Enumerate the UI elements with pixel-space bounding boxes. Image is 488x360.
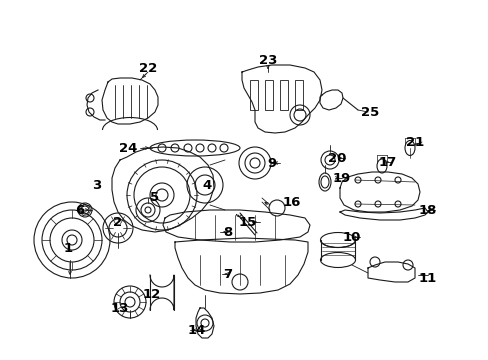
Text: 9: 9: [267, 157, 276, 170]
Text: 20: 20: [327, 152, 346, 165]
Text: 24: 24: [119, 141, 137, 154]
Text: 18: 18: [418, 203, 436, 216]
Text: 11: 11: [418, 271, 436, 284]
Text: 16: 16: [282, 195, 301, 208]
Text: 12: 12: [142, 288, 161, 302]
Text: 1: 1: [63, 242, 72, 255]
Text: 15: 15: [238, 216, 257, 229]
Bar: [249, 80, 258, 110]
Text: 21: 21: [405, 135, 423, 149]
Text: 2: 2: [113, 216, 122, 229]
Text: 6: 6: [75, 203, 84, 216]
Text: 17: 17: [378, 156, 396, 168]
Text: 7: 7: [223, 269, 232, 282]
Text: 19: 19: [332, 171, 350, 185]
Text: 4: 4: [202, 179, 211, 192]
Text: 25: 25: [360, 105, 378, 118]
Text: 8: 8: [223, 225, 232, 239]
Text: 3: 3: [92, 179, 102, 192]
Bar: [264, 80, 272, 110]
Text: 13: 13: [111, 302, 129, 315]
Bar: [294, 80, 303, 110]
Text: 14: 14: [187, 324, 206, 337]
Text: 5: 5: [150, 190, 159, 203]
Text: 22: 22: [139, 62, 157, 75]
Text: 10: 10: [342, 230, 361, 243]
Bar: [280, 80, 287, 110]
Text: 23: 23: [258, 54, 277, 67]
